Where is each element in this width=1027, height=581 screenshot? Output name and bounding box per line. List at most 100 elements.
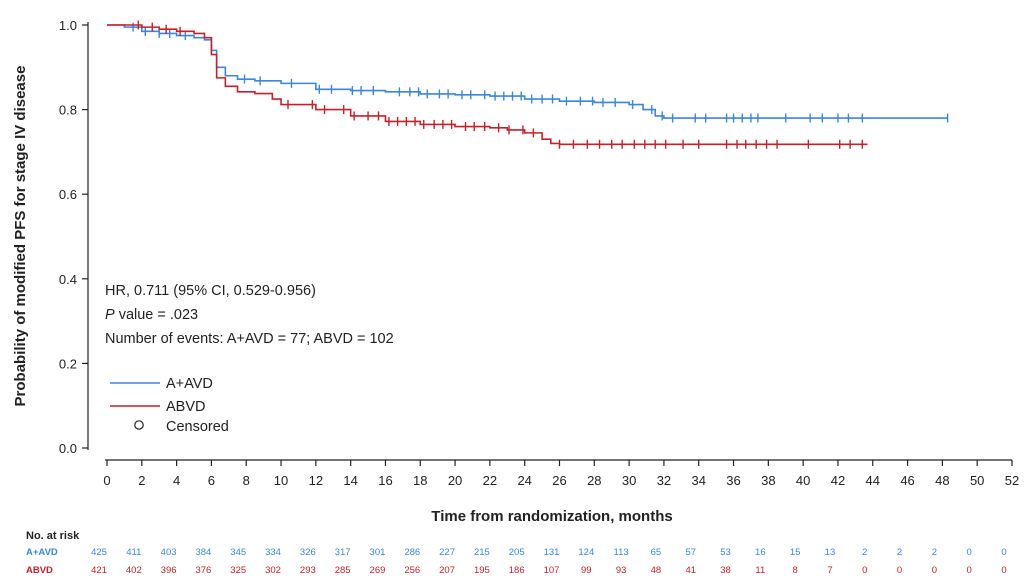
risk-value: 0 <box>897 565 902 576</box>
risk-value: 8 <box>793 565 798 576</box>
risk-value: 0 <box>1001 547 1006 558</box>
y-tick-label: 0.6 <box>59 187 77 202</box>
x-tick-label: 30 <box>622 473 636 488</box>
risk-value: 93 <box>616 565 627 576</box>
x-tick-label: 34 <box>691 473 705 488</box>
risk-value: 53 <box>720 547 731 558</box>
risk-value: 227 <box>439 547 455 558</box>
y-ticks: 0.0 0.2 0.4 0.6 0.8 1.0 <box>59 18 88 456</box>
x-tick-label: 28 <box>587 473 601 488</box>
events-annotation: Number of events: A+AVD = 77; ABVD = 102 <box>105 331 394 347</box>
hr-annotation: HR, 0.711 (95% CI, 0.529-0.956) <box>105 283 316 299</box>
risk-value: 0 <box>967 547 972 558</box>
series-layer <box>107 20 949 149</box>
risk-value: 425 <box>91 547 107 558</box>
x-tick-label: 22 <box>483 473 497 488</box>
y-tick-label: 0.4 <box>59 272 77 287</box>
series-a-avd <box>107 22 949 123</box>
y-tick-label: 0.8 <box>59 103 77 118</box>
x-tick-label: 10 <box>274 473 288 488</box>
x-tick-label: 12 <box>309 473 323 488</box>
x-tick-label: 4 <box>173 473 180 488</box>
risk-value: 376 <box>195 565 211 576</box>
risk-value: 13 <box>825 547 836 558</box>
risk-value: 113 <box>614 547 629 558</box>
x-tick-label: 48 <box>935 473 949 488</box>
x-tick-label: 8 <box>243 473 250 488</box>
x-tick-label: 36 <box>726 473 740 488</box>
risk-value: 384 <box>195 547 211 558</box>
legend-censored-marker <box>134 420 144 430</box>
km-curve-abvd <box>107 24 868 146</box>
risk-value: 302 <box>265 565 281 576</box>
risk-row-label-a-avd: A+AVD <box>26 547 58 558</box>
p-value-rest: value = .023 <box>115 307 198 323</box>
x-tick-label: 40 <box>796 473 810 488</box>
risk-value: 48 <box>651 565 662 576</box>
risk-value: 293 <box>300 565 316 576</box>
risk-value: 286 <box>404 547 420 558</box>
x-tick-label: 32 <box>657 473 671 488</box>
risk-table-title: No. at risk <box>26 530 80 542</box>
risk-value: 215 <box>474 547 490 558</box>
risk-value: 325 <box>230 565 246 576</box>
risk-value: 2 <box>932 547 937 558</box>
y-axis-title: Probability of modified PFS for stage IV… <box>12 66 29 407</box>
x-tick-label: 24 <box>517 473 531 488</box>
x-tick-label: 52 <box>1005 473 1019 488</box>
x-tick-label: 38 <box>761 473 775 488</box>
risk-values: 425 411 403 384 345 334 326 317 301 286 227 215 205 1… <box>91 547 1007 576</box>
risk-value: 131 <box>544 547 560 558</box>
risk-value: 38 <box>720 565 731 576</box>
legend-label-a-avd: A+AVD <box>166 376 213 392</box>
x-tick-label: 16 <box>378 473 392 488</box>
x-tick-label: 46 <box>900 473 914 488</box>
risk-value: 0 <box>932 565 937 576</box>
risk-value: 326 <box>300 547 316 558</box>
risk-value: 396 <box>161 565 177 576</box>
x-tick-label: 44 <box>866 473 880 488</box>
p-value-italic: P <box>105 307 115 323</box>
risk-value: 207 <box>439 565 455 576</box>
risk-value: 124 <box>578 547 594 558</box>
risk-value: 16 <box>755 547 766 558</box>
risk-value: 0 <box>1001 565 1006 576</box>
risk-value: 15 <box>790 547 801 558</box>
risk-value: 402 <box>126 565 142 576</box>
x-tick-label: 20 <box>448 473 462 488</box>
risk-value: 256 <box>404 565 420 576</box>
risk-value: 0 <box>862 565 867 576</box>
risk-value: 285 <box>335 565 351 576</box>
risk-value: 99 <box>581 565 592 576</box>
x-axis-title: Time from randomization, months <box>431 508 672 525</box>
risk-value: 317 <box>335 547 351 558</box>
y-tick-label: 0.2 <box>59 356 77 371</box>
risk-value: 57 <box>685 547 696 558</box>
risk-value: 301 <box>370 547 386 558</box>
km-curve-a-avd <box>107 24 948 119</box>
risk-value: 421 <box>91 565 107 576</box>
y-tick-label: 0.0 <box>59 441 77 456</box>
risk-value: 345 <box>230 547 246 558</box>
risk-table: No. at risk A+AVD ABVD 425 411 403 384 345 33… <box>26 530 1007 576</box>
risk-value: 2 <box>862 547 867 558</box>
axes: 0.00.20.40.60.81.0 0 2 4 6 8 10 12 14 16 18 20 22 24… <box>59 18 1019 488</box>
x-tick-label: 50 <box>970 473 984 488</box>
series-abvd <box>107 20 868 149</box>
legend-label-censored: Censored <box>166 419 229 435</box>
risk-value: 269 <box>370 565 386 576</box>
risk-value: 186 <box>509 565 525 576</box>
risk-value: 195 <box>474 565 490 576</box>
y-tick-label: 1.0 <box>59 18 77 33</box>
x-tick-label: 14 <box>343 473 357 488</box>
risk-value: 205 <box>509 547 525 558</box>
x-tick-label: 26 <box>552 473 566 488</box>
x-tick-label: 42 <box>831 473 845 488</box>
x-tick-label: 6 <box>208 473 215 488</box>
annotations: HR, 0.711 (95% CI, 0.529-0.956) P value … <box>105 283 394 347</box>
legend: A+AVD ABVD Censored <box>110 376 229 435</box>
risk-value: 334 <box>265 547 281 558</box>
risk-value: 411 <box>126 547 141 558</box>
risk-row-label-abvd: ABVD <box>26 565 53 576</box>
